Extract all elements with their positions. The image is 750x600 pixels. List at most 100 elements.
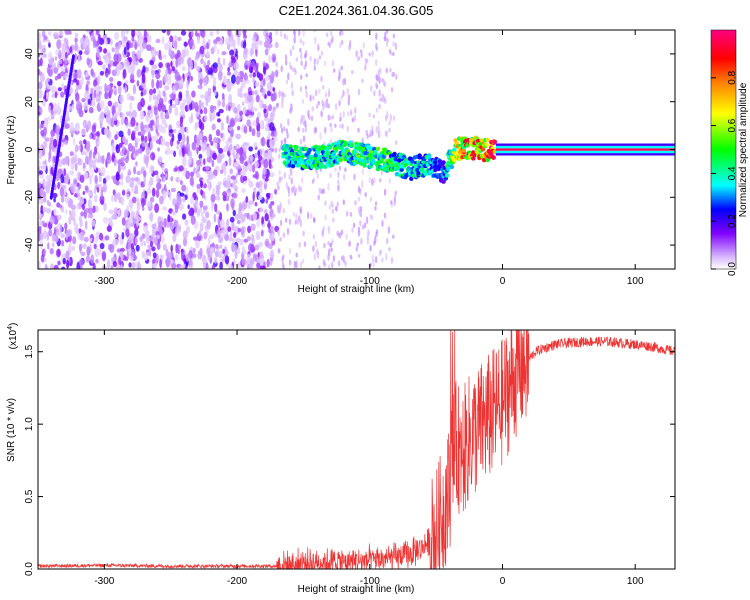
- heatmap-cell: [305, 73, 308, 78]
- heatmap-cell: [276, 102, 279, 107]
- heatmap-cell: [114, 238, 119, 246]
- heatmap-cell: [335, 103, 338, 111]
- heatmap-cell: [312, 234, 316, 240]
- heatmap-band-cell: [363, 150, 369, 156]
- heatmap-cell: [259, 120, 264, 129]
- heatmap-cell: [118, 130, 124, 138]
- heatmap-cell: [283, 93, 286, 98]
- heatmap-cell: [260, 257, 264, 267]
- heatmap-cell: [110, 38, 113, 46]
- heatmap-cell: [134, 42, 138, 50]
- heatmap-cell: [262, 103, 267, 109]
- heatmap-cell: [262, 66, 267, 75]
- heatmap-cell: [299, 86, 303, 92]
- heatmap-cell: [293, 186, 296, 193]
- heatmap-cell: [113, 53, 119, 63]
- heatmap-cell: [80, 143, 83, 153]
- heatmap-cell: [339, 42, 342, 49]
- heatmap-cell: [379, 249, 382, 255]
- heatmap-cell: [244, 161, 248, 167]
- heatmap-cell: [228, 93, 233, 104]
- heatmap-cell: [164, 173, 168, 178]
- heatmap-cell: [252, 120, 257, 127]
- heatmap-cell: [392, 234, 395, 239]
- heatmap-cell: [122, 145, 125, 153]
- heatmap-band-cell: [338, 157, 343, 163]
- heatmap-cell: [280, 127, 284, 134]
- heatmap-cell: [38, 170, 43, 175]
- heatmap-cell: [252, 77, 255, 84]
- heatmap-cell: [361, 180, 364, 188]
- heatmap-cell: [159, 254, 164, 259]
- heatmap-cell: [375, 126, 378, 134]
- snr-multiplier-close: ): [8, 323, 19, 326]
- heatmap-cell: [255, 62, 259, 72]
- heatmap-cell: [95, 131, 101, 137]
- heatmap-cell: [273, 137, 278, 142]
- heatmap-cell: [57, 260, 61, 266]
- heatmap-cell: [179, 102, 185, 111]
- heatmap-cell: [327, 88, 331, 96]
- heatmap-cell: [71, 104, 75, 111]
- heatmap-cell: [302, 127, 305, 133]
- heatmap-cell: [54, 56, 58, 61]
- heatmap-cell: [318, 187, 321, 194]
- snr-xlabel: Height of straight line (km): [298, 584, 415, 595]
- heatmap-cell: [75, 92, 80, 103]
- heatmap-cell: [265, 75, 270, 82]
- heatmap-cell: [378, 68, 382, 75]
- heatmap-cell: [280, 176, 284, 181]
- heatmap-cell: [90, 254, 95, 264]
- heatmap-cell: [213, 213, 217, 223]
- heatmap-cell: [256, 262, 261, 269]
- heatmap-cell: [109, 87, 113, 96]
- heatmap-cell: [217, 181, 223, 186]
- heatmap-band-cell: [343, 141, 348, 147]
- heatmap-cell: [130, 117, 136, 127]
- heatmap-cell: [293, 67, 296, 73]
- heatmap-cell: [227, 226, 232, 232]
- heatmap-cell: [145, 158, 149, 168]
- heatmap-cell: [194, 105, 199, 113]
- heatmap-cell: [220, 219, 225, 229]
- heatmap-cell: [100, 111, 105, 120]
- heatmap-cell: [148, 94, 152, 103]
- heatmap-cell: [42, 141, 48, 149]
- heatmap-cell: [301, 176, 304, 184]
- heatmap-band-cell: [485, 137, 490, 143]
- heatmap-cell: [322, 85, 325, 90]
- heatmap-cell: [285, 181, 288, 190]
- heatmap-cell: [245, 64, 248, 70]
- heatmap-cell: [40, 123, 44, 129]
- heatmap-cell: [204, 115, 208, 122]
- heatmap-cell: [116, 248, 121, 253]
- heatmap-band-cell: [375, 146, 381, 151]
- heatmap-cell: [44, 137, 50, 142]
- heatmap-cell: [69, 46, 73, 53]
- heatmap-cell: [159, 195, 164, 205]
- heatmap-cell: [214, 89, 217, 96]
- heatmap-cell: [321, 229, 324, 237]
- heatmap-cell: [242, 30, 247, 36]
- heatmap-cell: [357, 230, 361, 237]
- heatmap-cell: [275, 61, 279, 68]
- heatmap-cell: [152, 258, 156, 264]
- heatmap-band-cell: [401, 154, 407, 159]
- heatmap-cell: [213, 39, 218, 45]
- heatmap-cell: [254, 40, 257, 50]
- heatmap-cell: [178, 265, 182, 269]
- heatmap-cell: [90, 68, 94, 77]
- heatmap-cell: [270, 192, 273, 201]
- heatmap-cell: [53, 109, 58, 115]
- heatmap-cell: [199, 206, 203, 213]
- heatmap-cell: [65, 109, 70, 119]
- heatmap-cell: [374, 256, 378, 264]
- heatmap-cell: [290, 81, 294, 90]
- heatmap-cell: [203, 231, 208, 240]
- heatmap-cell: [113, 157, 117, 167]
- heatmap-band-cell: [357, 157, 363, 162]
- heatmap-cell: [203, 158, 206, 166]
- carrier-line: [495, 148, 675, 151]
- heatmap-cell: [155, 72, 161, 80]
- heatmap-cell: [381, 257, 384, 263]
